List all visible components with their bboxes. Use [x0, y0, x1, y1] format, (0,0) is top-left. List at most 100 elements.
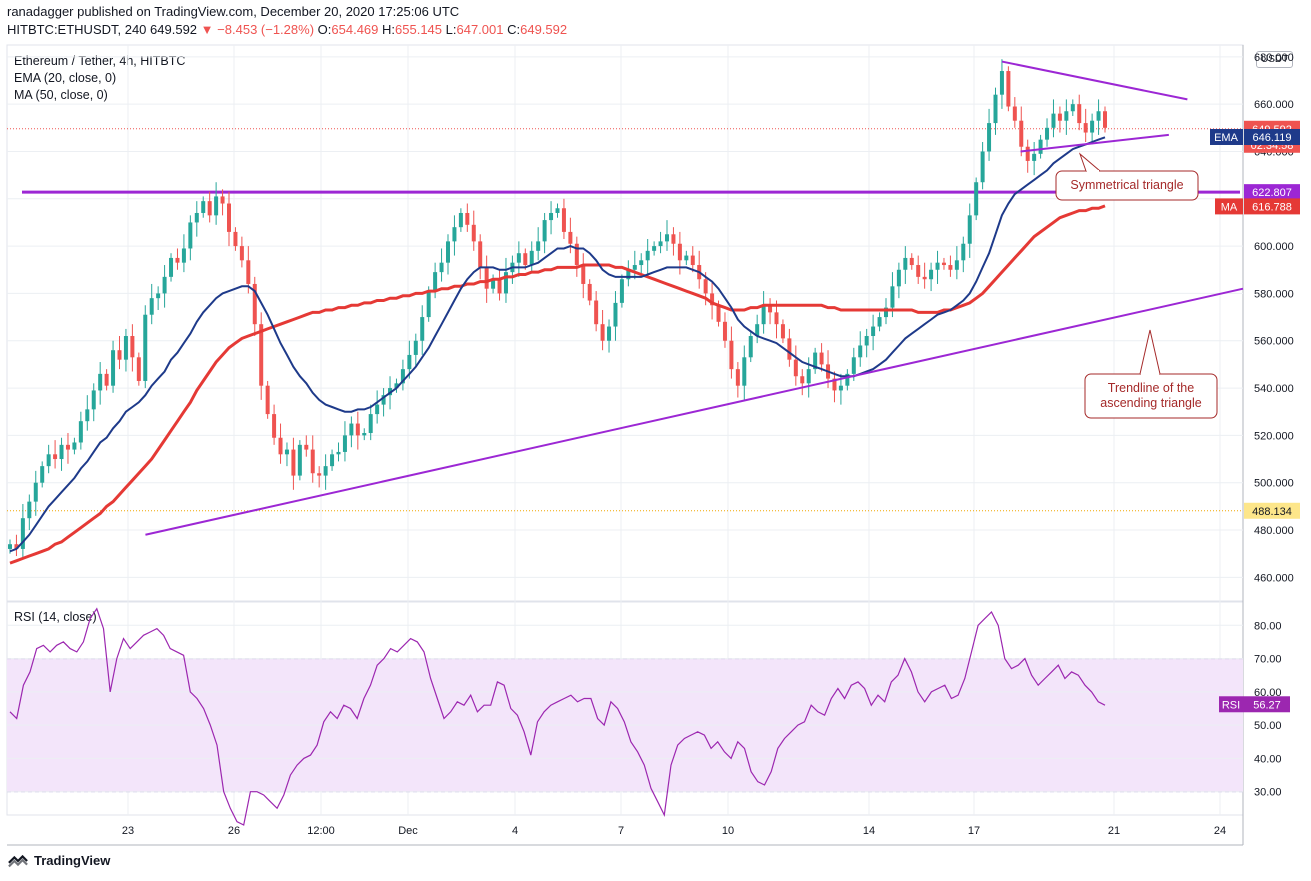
candle-body: [104, 373, 109, 386]
change-arrow-icon: ▼: [200, 22, 214, 37]
candle-body: [439, 262, 444, 273]
x-tick-label: 26: [228, 825, 240, 837]
tradingview-logo[interactable]: TradingView: [8, 853, 110, 868]
candle-body: [433, 272, 438, 292]
ema-tag-bg: [1210, 128, 1243, 145]
last-price-tag-bg: [1244, 120, 1300, 137]
x-tick-label: 17: [968, 825, 980, 837]
candle-body: [111, 350, 116, 386]
high-value: 655.145: [395, 22, 443, 37]
candle-body: [252, 283, 257, 325]
candle-body: [201, 201, 206, 213]
rsi-tick-label: 80.00: [1254, 620, 1282, 632]
x-tick-label: 12:00: [307, 825, 335, 837]
open-label: O:: [317, 22, 332, 37]
last-price: 649.592: [150, 22, 198, 37]
y-tick-label: 620.000: [1254, 194, 1294, 206]
candle-body: [336, 451, 341, 455]
candle-body: [710, 293, 715, 306]
candle-body: [510, 262, 515, 273]
candle-body: [349, 423, 354, 436]
rsi-band: [7, 658, 1243, 792]
candle-body: [484, 267, 489, 289]
candle-body: [516, 253, 521, 263]
candle-body: [413, 340, 418, 355]
candle-body: [1096, 111, 1101, 121]
ma-tag: MA: [1221, 201, 1238, 213]
candle-body: [619, 279, 624, 303]
y-tick-label: 540.000: [1254, 383, 1294, 395]
y-tick-label: 580.000: [1254, 288, 1294, 300]
candle-body: [400, 369, 405, 384]
candle-body: [864, 336, 869, 346]
candle-body: [465, 212, 470, 225]
candle-body: [922, 276, 927, 280]
y-tick-label: 640.000: [1254, 146, 1294, 158]
ma-value-tag-bg: [1244, 198, 1300, 215]
candle-body: [613, 302, 618, 327]
candle-body: [716, 305, 721, 322]
candle-body: [20, 518, 25, 549]
candle-body: [59, 444, 64, 460]
level-tag-bg: [1244, 184, 1300, 201]
low-value: 647.001: [456, 22, 504, 37]
candle-body: [980, 151, 985, 183]
candle-body: [671, 234, 676, 244]
rsi-legend[interactable]: RSI (14, close): [14, 610, 97, 624]
candle-body: [27, 501, 32, 519]
candle-body: [278, 437, 283, 455]
candle-body: [742, 357, 747, 386]
candle-body: [536, 241, 541, 251]
chart-title: Ethereum / Tether, 4h, HITBTC: [14, 54, 186, 68]
candle-body: [587, 283, 592, 301]
candle-body: [46, 454, 51, 467]
candle-body: [8, 544, 12, 549]
candle-body: [948, 265, 953, 270]
candle-body: [78, 421, 83, 443]
candle-body: [426, 291, 431, 318]
x-tick-label: 4: [512, 825, 518, 837]
annotation-box: [1055, 170, 1199, 201]
ascending-trendline-label: Trendline of the ascending triangle: [1100, 381, 1202, 410]
candle-body: [729, 340, 734, 370]
quote-line: HITBTC:ETHUSDT, 240 649.592 ▼ −8.453 (−1…: [7, 22, 567, 38]
annotation-pointer: [1139, 329, 1161, 375]
candle-body: [246, 260, 251, 284]
candle-body: [388, 388, 393, 396]
currency-badge[interactable]: USDT: [1256, 51, 1294, 68]
candle-body: [819, 352, 824, 365]
candle-body: [1077, 104, 1082, 124]
triangle-lower: [1020, 133, 1169, 153]
candle-body: [342, 435, 347, 452]
candle-body: [793, 359, 798, 377]
candle-body: [497, 279, 502, 294]
ema-legend[interactable]: EMA (20, close, 0): [14, 71, 117, 85]
candle-body: [1090, 120, 1095, 133]
candle-body: [652, 246, 657, 251]
candle-body: [98, 373, 103, 391]
tradingview-icon: [8, 854, 28, 867]
candle-body: [703, 279, 708, 294]
candle-body: [581, 265, 586, 284]
candle-body: [677, 243, 682, 261]
candle-body: [259, 324, 264, 386]
change-value: −8.453 (−1.28%): [217, 22, 315, 37]
ma-legend[interactable]: MA (50, close, 0): [14, 88, 108, 102]
countdown-bg: [1244, 137, 1300, 153]
candle-body: [549, 212, 554, 221]
candle-body: [136, 357, 141, 381]
close-value: 649.592: [520, 22, 568, 37]
candle-body: [1057, 113, 1062, 121]
candle-body: [181, 248, 186, 263]
chart-legend: Ethereum / Tether, 4h, HITBTC EMA (20, c…: [14, 53, 185, 104]
candle-body: [768, 305, 773, 313]
candle-body: [1083, 123, 1088, 133]
candle-body: [227, 203, 231, 232]
candle-body: [175, 257, 180, 263]
candle-body: [143, 314, 148, 381]
candle-body: [787, 338, 792, 360]
candle-body: [194, 212, 199, 223]
candle-body: [722, 321, 727, 341]
candle-body: [65, 444, 70, 450]
